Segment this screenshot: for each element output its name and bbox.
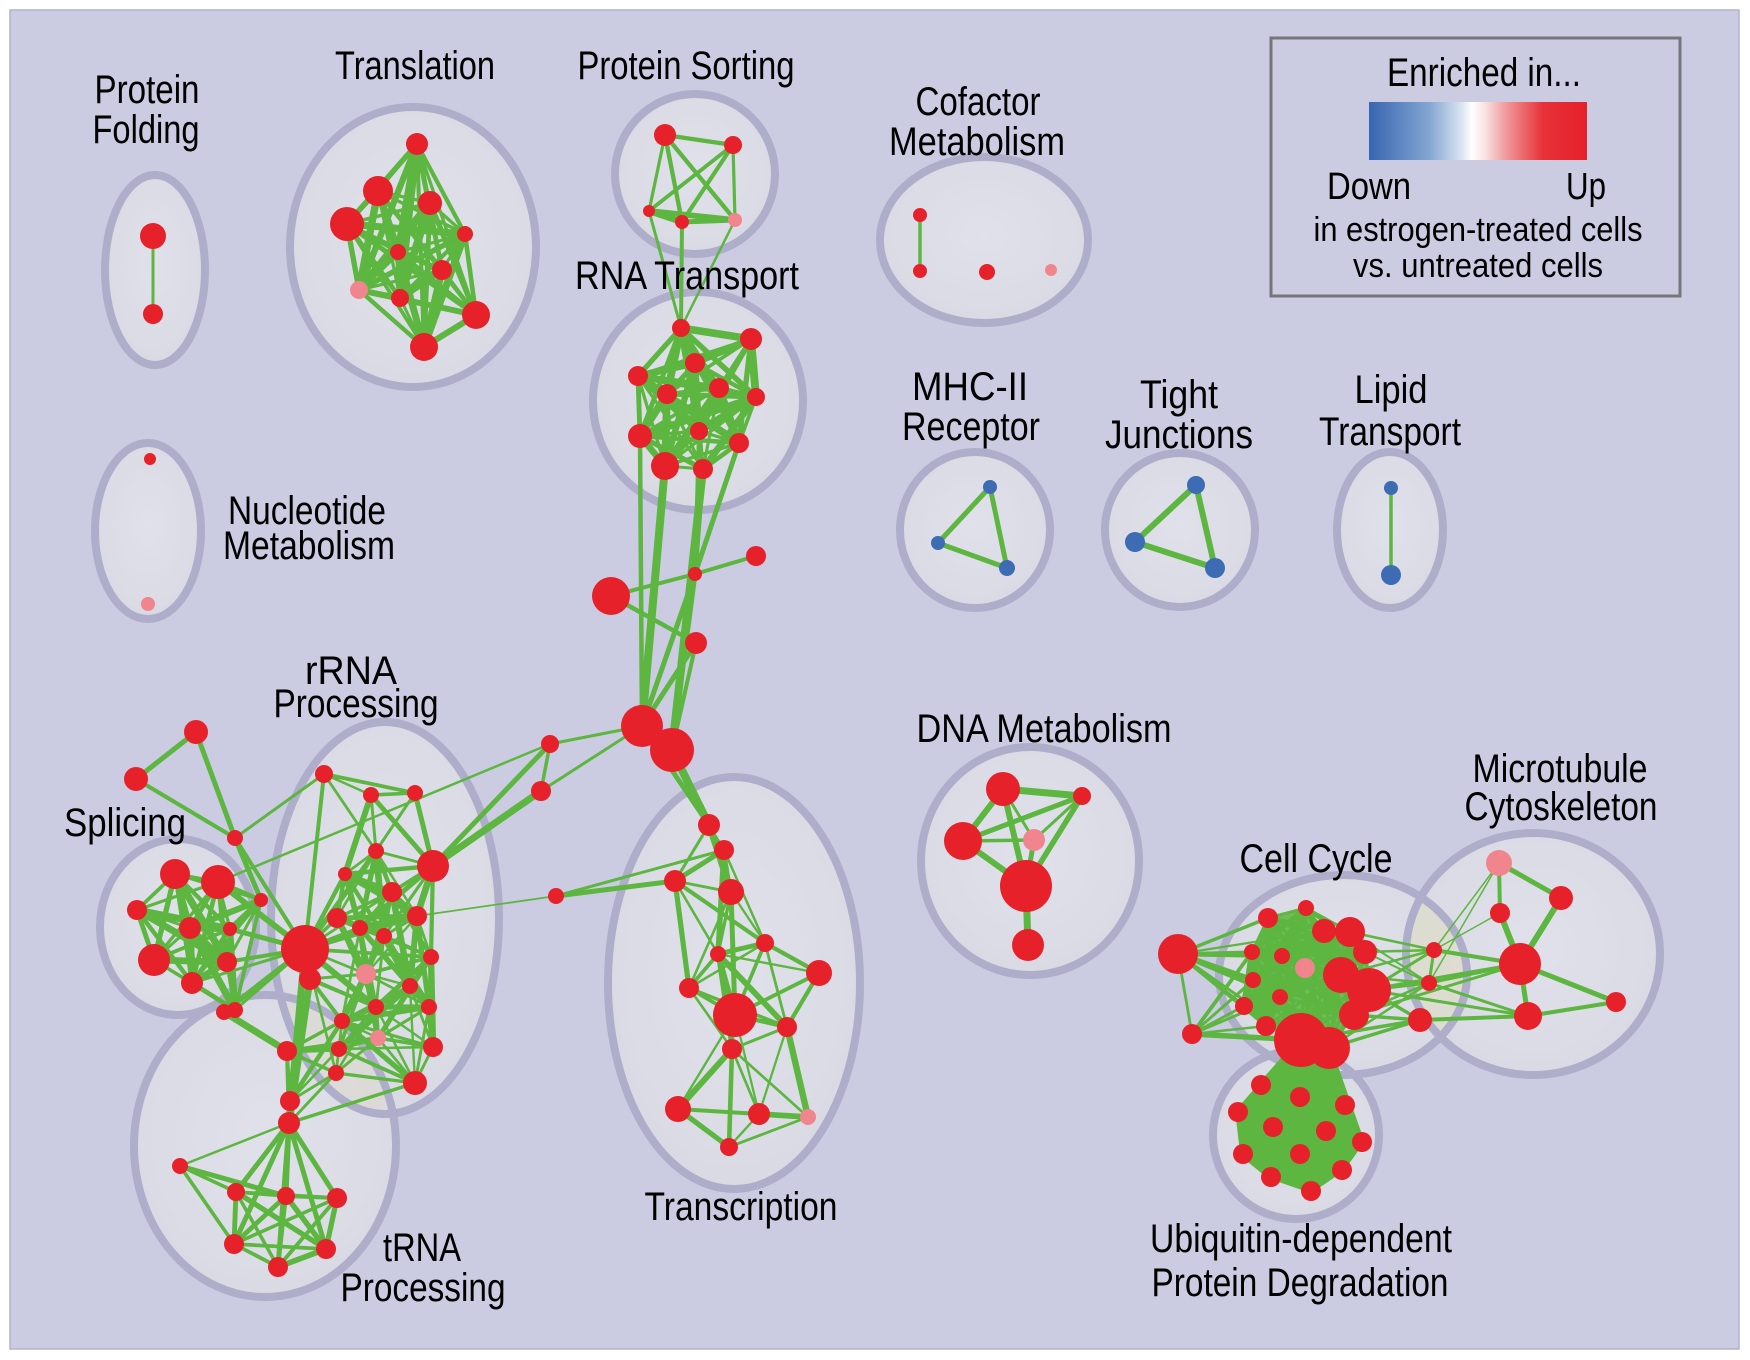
svg-text:Processing: Processing	[274, 682, 439, 726]
svg-text:in estrogen-treated cells: in estrogen-treated cells	[1314, 211, 1643, 249]
svg-text:Cofactor: Cofactor	[916, 80, 1041, 124]
svg-text:RNA Transport: RNA Transport	[575, 254, 799, 298]
svg-text:MHC-II: MHC-II	[912, 365, 1028, 409]
svg-text:Cytoskeleton: Cytoskeleton	[1465, 785, 1658, 829]
svg-text:Protein: Protein	[95, 68, 200, 112]
svg-text:Enriched in...: Enriched in...	[1387, 51, 1581, 95]
svg-text:Protein Degradation: Protein Degradation	[1152, 1261, 1449, 1305]
svg-text:Down: Down	[1327, 166, 1411, 208]
svg-text:Up: Up	[1566, 166, 1606, 208]
svg-text:Microtubule: Microtubule	[1473, 747, 1648, 791]
svg-text:Metabolism: Metabolism	[223, 524, 395, 568]
svg-text:Lipid: Lipid	[1355, 368, 1428, 412]
svg-text:Metabolism: Metabolism	[889, 120, 1065, 164]
svg-text:Receptor: Receptor	[902, 405, 1040, 449]
svg-text:Tight: Tight	[1140, 373, 1218, 417]
svg-text:Transport: Transport	[1319, 410, 1461, 454]
svg-text:Ubiquitin-dependent: Ubiquitin-dependent	[1150, 1217, 1452, 1261]
svg-text:Junctions: Junctions	[1105, 413, 1253, 457]
svg-text:Protein Sorting: Protein Sorting	[578, 44, 795, 88]
svg-text:rRNA: rRNA	[305, 649, 397, 693]
svg-text:Cell Cycle: Cell Cycle	[1240, 837, 1393, 881]
svg-text:Processing: Processing	[341, 1266, 506, 1310]
svg-text:Translation: Translation	[335, 44, 495, 88]
svg-text:Transcription: Transcription	[645, 1185, 838, 1229]
svg-text:tRNA: tRNA	[383, 1226, 461, 1270]
svg-text:Splicing: Splicing	[64, 801, 186, 845]
svg-text:Folding: Folding	[93, 108, 200, 152]
svg-text:Nucleotide: Nucleotide	[228, 489, 386, 533]
svg-text:DNA Metabolism: DNA Metabolism	[917, 707, 1172, 751]
svg-text:vs. untreated cells: vs. untreated cells	[1353, 247, 1603, 285]
